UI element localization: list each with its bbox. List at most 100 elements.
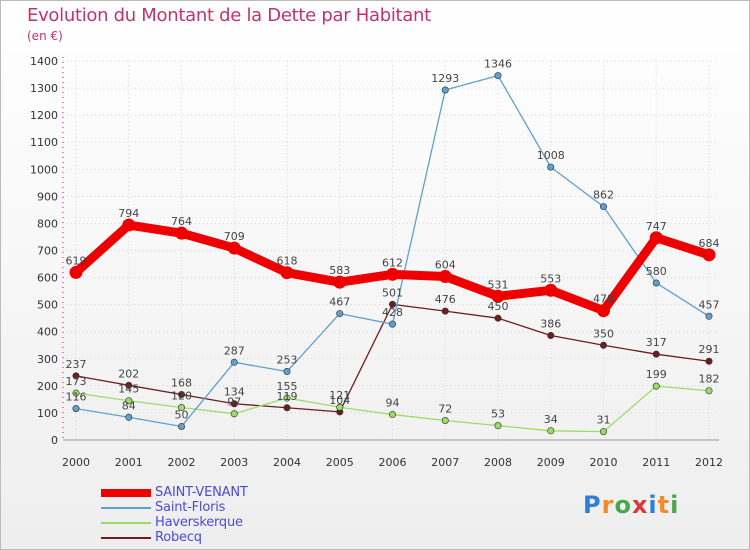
data-point [544,283,558,297]
data-label: 237 [66,358,87,371]
data-point [230,358,238,366]
data-point [125,397,133,405]
legend-label: SAINT-VENANT [155,485,248,500]
legend-item: Robecq [101,530,248,545]
data-label: 1293 [431,72,459,85]
data-label: 291 [699,343,720,356]
logo-letter: r [601,491,615,519]
data-label: 457 [699,298,720,311]
data-point [441,86,449,94]
data-label: 531 [488,278,509,291]
data-label: 53 [491,408,505,421]
data-point [491,289,505,303]
logo-letter: P [583,491,602,519]
data-label: 199 [646,368,667,381]
data-point [386,267,399,281]
data-label: 121 [329,389,350,402]
data-point [388,320,396,328]
data-label: 428 [382,306,403,319]
chart-title: Evolution du Montant de la Dette par Hab… [27,5,431,26]
y-tick-label: 800 [37,217,58,230]
data-point [599,203,607,211]
data-point [597,304,610,318]
y-tick-label: 700 [37,245,58,258]
legend-label: Saint-Floris [155,500,226,515]
logo-letter: i [648,491,658,519]
data-label: 50 [175,408,189,421]
data-label: 764 [171,215,192,228]
data-point [230,410,238,418]
logo-letter: x [631,491,649,519]
data-point [705,312,713,320]
y-tick-label: 900 [37,190,58,203]
data-label: 97 [227,396,241,409]
data-label: 580 [646,265,667,278]
data-label: 134 [224,386,245,399]
proxiti-logo: Proxiti [583,491,679,519]
data-label: 478 [593,293,614,306]
data-point [72,389,80,397]
data-point [652,382,660,390]
data-point [283,368,291,376]
data-point [283,394,291,402]
y-tick-label: 0 [51,434,58,447]
data-label: 619 [66,254,87,267]
data-label: 604 [435,258,456,271]
x-tick-label: 2005 [326,456,354,469]
data-label: 709 [224,230,245,243]
data-point [702,248,716,262]
data-point [72,405,80,413]
data-point [178,404,186,412]
data-label: 862 [593,189,614,202]
data-point [494,422,502,430]
data-label: 501 [382,286,403,299]
data-point [125,413,133,421]
data-point [494,314,502,322]
y-tick-label: 100 [37,407,58,420]
y-tick-label: 500 [37,299,58,312]
x-tick-label: 2000 [62,456,90,469]
data-label: 618 [277,255,298,268]
legend-swatch [101,536,151,539]
data-point [178,422,186,430]
data-label: 104 [329,394,350,407]
data-label: 1346 [484,58,512,71]
y-tick-label: 1200 [30,109,58,122]
legend-swatch [101,488,151,497]
legend-swatch [101,506,151,509]
data-label: 612 [382,256,403,269]
legend-label: Robecq [155,530,202,545]
y-tick-label: 600 [37,272,58,285]
x-tick-label: 2003 [220,456,248,469]
data-label: 467 [329,296,350,309]
data-label: 34 [544,413,558,426]
data-point [227,241,241,255]
data-point [547,427,555,435]
data-label: 94 [386,397,400,410]
logo-letter: o [614,491,632,519]
legend-label: Haverskerque [155,515,243,530]
x-tick-label: 2010 [590,456,618,469]
x-tick-label: 2004 [273,456,301,469]
y-tick-label: 1000 [30,163,58,176]
data-label: 747 [646,220,667,233]
data-point [547,163,555,171]
data-label: 145 [118,383,139,396]
data-point [652,350,660,358]
data-point [547,332,555,340]
data-point [336,403,344,411]
x-tick-label: 2007 [431,456,459,469]
data-label: 350 [593,327,614,340]
data-label: 173 [66,375,87,388]
data-point [649,231,663,245]
chart-subtitle: (en €) [27,29,63,43]
data-point [125,381,133,389]
data-point [178,391,186,399]
data-label: 794 [118,207,139,220]
logo-letter: i [670,491,680,519]
y-tick-label: 400 [37,326,58,339]
data-label: 1008 [537,149,565,162]
data-point [441,307,449,315]
